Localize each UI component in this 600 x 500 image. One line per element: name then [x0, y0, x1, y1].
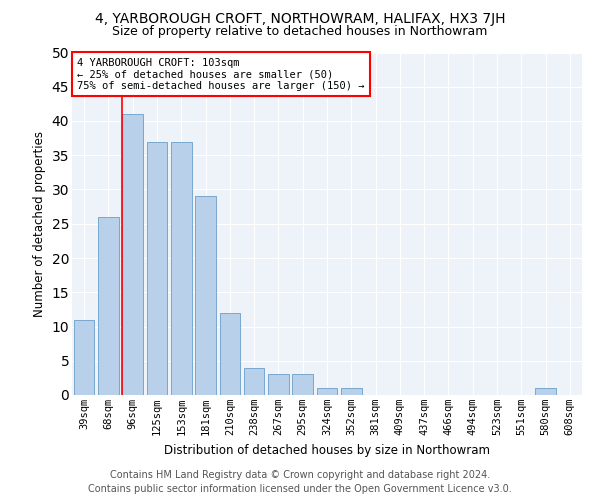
Bar — [268, 374, 289, 395]
Bar — [535, 388, 556, 395]
Bar — [220, 313, 240, 395]
X-axis label: Distribution of detached houses by size in Northowram: Distribution of detached houses by size … — [164, 444, 490, 456]
Text: 4 YARBOROUGH CROFT: 103sqm
← 25% of detached houses are smaller (50)
75% of semi: 4 YARBOROUGH CROFT: 103sqm ← 25% of deta… — [77, 58, 365, 91]
Bar — [74, 320, 94, 395]
Bar — [122, 114, 143, 395]
Bar — [171, 142, 191, 395]
Bar — [341, 388, 362, 395]
Text: Contains HM Land Registry data © Crown copyright and database right 2024.
Contai: Contains HM Land Registry data © Crown c… — [88, 470, 512, 494]
Bar — [146, 142, 167, 395]
Y-axis label: Number of detached properties: Number of detached properties — [33, 130, 46, 317]
Bar — [244, 368, 265, 395]
Bar — [98, 217, 119, 395]
Text: 4, YARBOROUGH CROFT, NORTHOWRAM, HALIFAX, HX3 7JH: 4, YARBOROUGH CROFT, NORTHOWRAM, HALIFAX… — [95, 12, 505, 26]
Bar — [195, 196, 216, 395]
Bar — [292, 374, 313, 395]
Text: Size of property relative to detached houses in Northowram: Size of property relative to detached ho… — [112, 25, 488, 38]
Bar — [317, 388, 337, 395]
